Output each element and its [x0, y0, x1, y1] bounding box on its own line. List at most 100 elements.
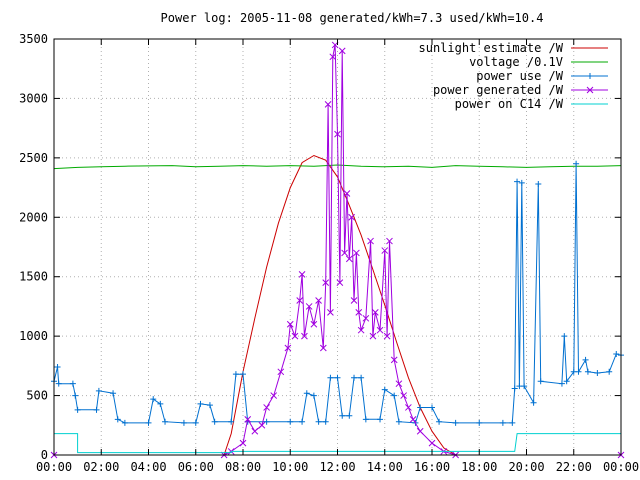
series-4 [54, 433, 621, 454]
data-point-x [371, 309, 379, 316]
data-point-plus [377, 416, 384, 423]
x-tick-label: 06:00 [178, 460, 214, 474]
data-point-x [319, 344, 327, 352]
data-point-x [416, 427, 424, 435]
data-point-plus [535, 181, 542, 188]
data-point-plus [327, 374, 334, 381]
data-point-plus [521, 383, 528, 390]
data-point-x [381, 247, 389, 254]
data-point-x [341, 249, 348, 257]
data-point-plus [530, 399, 537, 406]
data-point-plus [436, 418, 443, 425]
data-point-plus [573, 160, 580, 167]
chart-title: Power log: 2005-11-08 generated/kWh=7.3 … [161, 11, 544, 25]
y-tick-label: 3500 [19, 32, 48, 46]
y-tick-label: 500 [26, 389, 48, 403]
data-point-x [409, 415, 417, 423]
x-tick-label: 08:00 [225, 460, 261, 474]
data-point-x [244, 415, 252, 423]
data-point-plus [110, 390, 117, 397]
data-point-plus [575, 368, 582, 375]
data-point-plus [157, 400, 164, 407]
data-point-plus [561, 333, 568, 340]
data-point-plus [563, 378, 570, 385]
data-point-plus [310, 392, 317, 399]
series-line [54, 44, 621, 456]
data-point-x [350, 297, 358, 304]
data-point-plus [381, 386, 388, 393]
data-point-plus [211, 418, 218, 425]
data-point-plus [299, 418, 306, 425]
data-point-plus [55, 380, 62, 387]
series-1 [53, 164, 622, 170]
series-0 [223, 154, 456, 456]
data-point-x [329, 53, 337, 61]
x-tick-label: 16:00 [414, 460, 450, 474]
data-point-plus [362, 416, 369, 423]
data-point-plus [54, 364, 61, 371]
data-point-x [383, 332, 391, 340]
data-point-x [338, 47, 346, 55]
data-point-x [345, 255, 353, 263]
data-point-x [324, 101, 332, 108]
x-tick-label: 00:00 [36, 460, 72, 474]
data-point-x [305, 303, 313, 310]
data-point-plus [613, 350, 620, 357]
series-2 [51, 160, 624, 426]
data-point-x [367, 237, 374, 245]
data-point-plus [429, 404, 435, 411]
x-tick-label: 20:00 [508, 460, 544, 474]
data-point-plus [74, 406, 81, 413]
data-point-plus [263, 418, 270, 425]
legend-label: power on C14 /W [455, 97, 564, 111]
data-point-x [251, 427, 259, 435]
data-point-plus [452, 419, 459, 426]
data-point-plus [197, 400, 204, 407]
data-point-plus [95, 387, 102, 394]
data-point-plus [162, 418, 169, 425]
data-point-x [315, 297, 322, 304]
data-point-plus [584, 368, 591, 375]
legend-label: sunlight estimate /W [419, 41, 564, 55]
data-point-x [322, 279, 330, 287]
data-point-x [376, 326, 384, 334]
data-point-plus [594, 369, 601, 376]
series-line [53, 164, 622, 170]
legend-label: voltage /0.1V [469, 55, 563, 69]
data-point-plus [232, 371, 239, 378]
data-point-x [343, 190, 351, 197]
data-point-plus [351, 374, 358, 381]
data-point-plus [192, 419, 199, 426]
x-tick-label: 00:00 [603, 460, 639, 474]
data-point-plus [518, 179, 525, 186]
data-point-plus [93, 406, 100, 413]
data-point-plus [339, 412, 346, 419]
data-point-x [357, 326, 365, 334]
data-point-plus [514, 178, 521, 185]
data-point-plus [322, 418, 329, 425]
legend-label: power use /W [476, 69, 563, 83]
x-tick-label: 10:00 [272, 460, 308, 474]
data-point-plus [358, 374, 365, 381]
data-point-x [239, 439, 247, 447]
data-point-plus [395, 418, 402, 425]
data-point-x [395, 380, 403, 388]
data-point-plus [587, 73, 593, 79]
data-point-plus [509, 419, 516, 426]
data-point-x [428, 439, 436, 447]
data-point-x [586, 86, 594, 94]
data-point-plus [476, 419, 483, 426]
data-point-plus [558, 380, 565, 387]
y-tick-label: 2500 [19, 151, 48, 165]
data-point-x [263, 404, 270, 411]
data-point-plus [206, 402, 213, 409]
data-point-x [258, 421, 266, 429]
data-point-x [334, 130, 341, 138]
data-point-plus [180, 419, 187, 426]
data-point-x [386, 237, 393, 245]
x-tick-label: 12:00 [319, 460, 355, 474]
series-line [53, 163, 622, 424]
data-point-x [291, 332, 299, 340]
data-point-plus [240, 371, 246, 378]
data-point-plus [228, 418, 235, 425]
